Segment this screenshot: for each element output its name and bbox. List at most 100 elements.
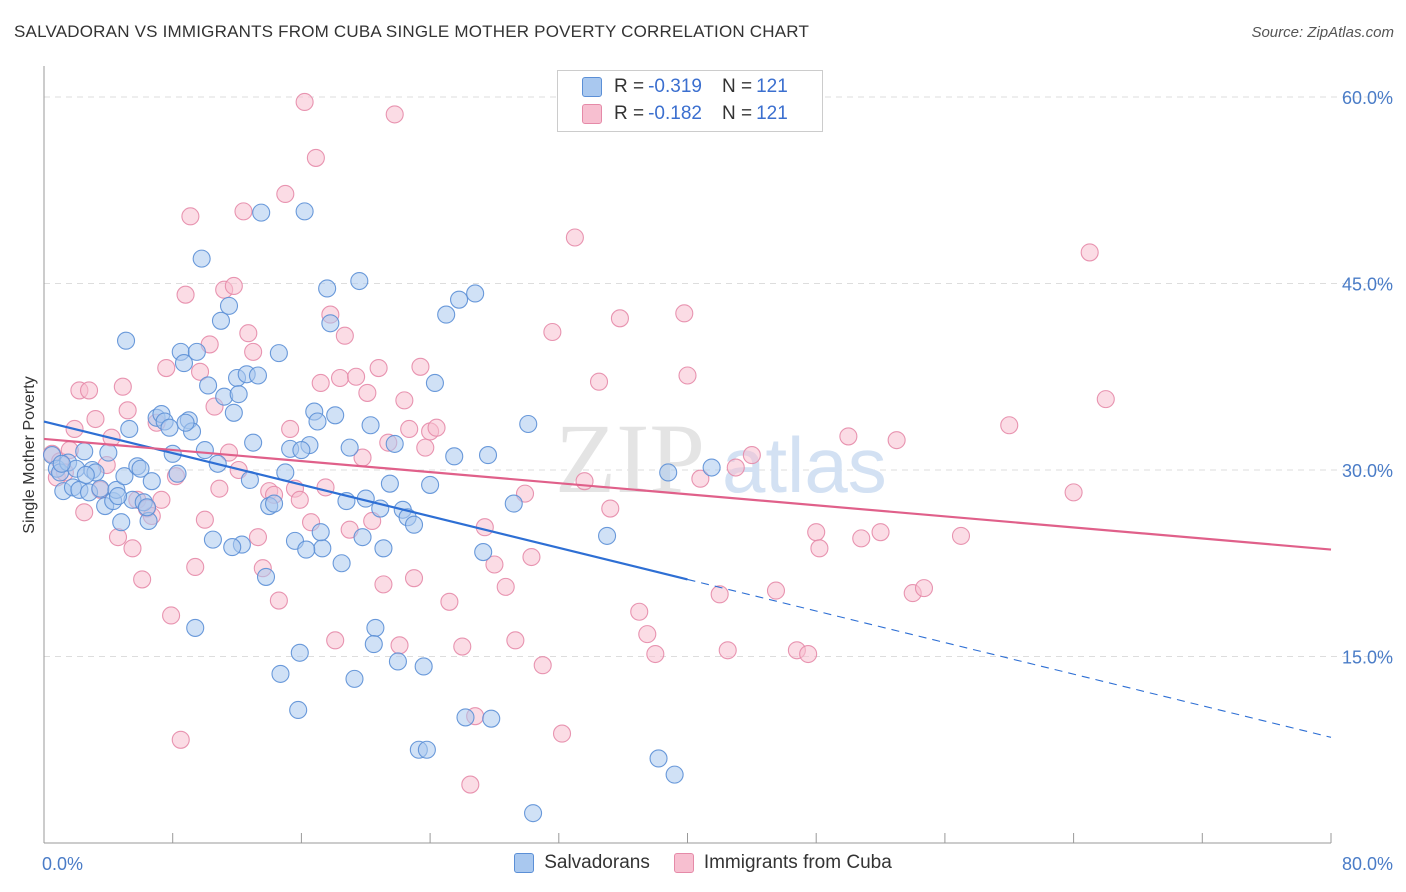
watermark: ZIP atlas [555,403,887,514]
legend-n-label: N = [721,76,753,97]
point-salvadoran [112,513,131,532]
point-salvadoran [313,539,332,558]
point-cuba [369,358,388,378]
point-cuba [190,362,210,381]
point-salvadoran [131,459,150,478]
point-cuba [108,528,128,547]
point-cuba [152,490,171,509]
point-salvadoran [474,543,493,562]
x-tick-label-max: 80.0% [1342,854,1393,874]
point-salvadoran [321,314,340,333]
point-salvadoran [456,708,475,727]
point-cuba [162,606,181,625]
trend-line-salvadorans-projection [687,578,1332,738]
point-cuba [123,539,142,558]
point-cuba [610,309,629,328]
point-cuba [395,391,414,410]
point-salvadoran [176,413,195,432]
point-salvadoran [350,271,369,291]
point-salvadoran [223,538,242,557]
point-salvadoran [311,523,330,542]
point-salvadoran [524,804,543,823]
point-salvadoran [425,373,444,393]
point-cuba [575,472,594,491]
point-salvadoran [252,203,271,222]
point-cuba [1064,483,1083,502]
point-salvadoran [482,709,501,728]
x-tick-label-min: 0.0% [42,854,83,874]
trend-line-cuba [43,437,1332,551]
series-immigrants-from-cuba [42,92,1115,794]
point-cuba [186,557,205,577]
legend-n-label: N = [721,103,753,124]
point-salvadoran [385,434,404,453]
point-cuba [195,510,214,529]
point-cuba [385,105,404,124]
y-tick-label-60: 60.0% [1342,88,1393,108]
legend-n-value: 121 [756,76,788,97]
point-cuba [461,775,480,794]
bottom-legend-cuba: Immigrants from Cuba [673,852,892,874]
point-cuba [86,409,105,429]
point-salvadoran [248,366,268,385]
point-cuba [951,526,971,545]
legend-r-label: R = [614,103,645,124]
chart-title: SALVADORAN VS IMMIGRANTS FROM CUBA SINGL… [14,22,810,41]
point-salvadoran [598,526,617,545]
point-salvadoran [361,416,380,435]
point-salvadoran [478,446,498,465]
point-salvadoran [137,498,157,517]
point-salvadoran [290,643,309,662]
bottom-legend-label-cuba: Immigrants from Cuba [703,852,892,873]
point-cuba [335,326,354,345]
point-cuba [453,637,472,656]
point-salvadoran [374,539,393,558]
point-salvadoran [659,463,678,482]
point-cuba [219,443,239,462]
point-salvadoran [75,442,94,461]
point-cuba [374,575,393,594]
point-salvadoran [174,354,194,373]
point-cuba [887,431,906,450]
point-salvadoran [504,494,523,513]
y-tick-labels: 15.0% 30.0% 45.0% 60.0% [1342,88,1393,668]
y-tick-label-45: 45.0% [1342,275,1393,295]
point-salvadoran [297,540,316,559]
point-cuba [839,427,858,446]
point-cuba [239,324,258,343]
point-cuba [601,499,620,518]
point-salvadoran [318,279,337,298]
point-cuba [347,367,366,386]
point-salvadoran [466,284,485,303]
source-label: Source: ZipAtlas.com [1251,24,1394,41]
point-cuba [176,285,195,304]
point-salvadoran [265,494,284,513]
point-salvadoran [353,528,372,547]
point-cuba [118,401,137,420]
point-salvadoran [52,454,71,473]
point-cuba [427,418,446,437]
point-salvadoran [76,465,95,485]
point-cuba [244,342,263,361]
point-cuba [485,555,504,574]
point-cuba [718,641,737,660]
point-cuba [675,304,694,323]
bottom-legend-label-salvadorans: Salvadorans [544,852,650,873]
point-cuba [181,207,200,226]
point-cuba [326,631,345,650]
y-axis-label: Single Mother Poverty [21,376,38,533]
legend-swatch-blue [582,77,602,97]
point-salvadoran [195,441,214,460]
point-salvadoran [256,567,276,586]
point-salvadoran [308,412,327,431]
point-salvadoran [366,618,385,637]
point-cuba [565,228,584,247]
point-cuba [678,366,697,385]
legend-n-value: 121 [756,103,788,124]
point-salvadoran [120,419,139,439]
point-cuba [330,368,350,388]
legend-box: R = -0.319 N = 121 R = -0.182 N = 121 [557,70,823,132]
point-cuba [852,529,871,548]
point-salvadoran [340,438,359,457]
point-cuba [390,636,409,655]
